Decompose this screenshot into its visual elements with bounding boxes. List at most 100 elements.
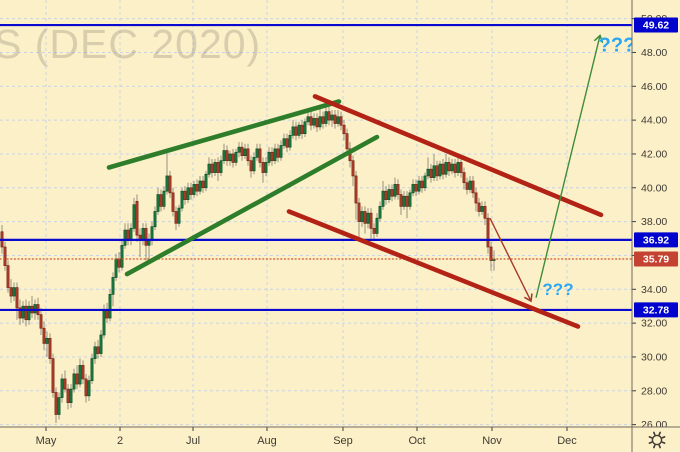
candle-body (81, 365, 85, 380)
candle-body (420, 180, 424, 189)
current-price-label: 35.79 (634, 251, 678, 267)
candle-body (129, 228, 133, 241)
candle-body (213, 162, 217, 173)
candle (372, 223, 376, 240)
candle (210, 159, 214, 178)
candle-body (276, 148, 280, 158)
candle (222, 143, 226, 165)
candle (81, 360, 85, 385)
candle-body (480, 206, 484, 212)
candle-body (132, 204, 136, 229)
candle-body (168, 175, 172, 194)
trend-line-red-channel-lower[interactable] (286, 209, 581, 329)
candle-body (57, 397, 61, 415)
candle-body (75, 373, 79, 385)
candle-body (303, 121, 307, 134)
price-level-label-text: 49.62 (643, 20, 669, 32)
candle-body (432, 165, 436, 178)
y-axis-label: 42.00 (641, 148, 667, 160)
candle (3, 241, 7, 271)
candle-body (363, 211, 367, 224)
candle-body (108, 294, 112, 319)
candle-body (186, 187, 190, 200)
candle (108, 289, 112, 322)
candle-body (33, 304, 37, 314)
y-axis-label: 28.00 (641, 385, 667, 397)
candle-body (165, 175, 169, 192)
candle-body (21, 305, 25, 319)
candle (246, 143, 250, 166)
candle-body (288, 134, 292, 148)
chart-settings-button[interactable] (648, 431, 666, 449)
candle (204, 170, 208, 192)
candle-body (309, 116, 313, 126)
candle (459, 157, 463, 178)
candle (165, 152, 169, 195)
candle-body (123, 229, 127, 246)
candle-body (471, 180, 475, 194)
gear-icon-spoke (648, 436, 653, 439)
candle (474, 187, 478, 212)
candle-body (423, 175, 427, 189)
candle (195, 179, 199, 197)
candle (414, 179, 418, 197)
candle-body (222, 150, 226, 162)
candle-body (351, 160, 355, 177)
candle-body (159, 194, 163, 207)
candle (417, 175, 421, 195)
candle (9, 279, 13, 303)
candle (429, 164, 433, 183)
candle-body (378, 206, 382, 219)
candle (378, 201, 382, 222)
candle (405, 191, 409, 219)
candle (132, 197, 136, 232)
y-axis-label: 44.00 (641, 115, 667, 127)
candle (486, 213, 490, 254)
candle-body (450, 163, 454, 172)
candle (438, 160, 442, 180)
candle-body (477, 202, 481, 212)
candle-body (285, 138, 289, 148)
candle (471, 175, 475, 198)
candle (420, 175, 424, 193)
trend-line-green-channel-lower[interactable] (124, 134, 380, 277)
candle (267, 147, 271, 166)
candle-body (183, 190, 187, 200)
candle (12, 282, 16, 302)
candle-body (219, 160, 223, 173)
candle (360, 206, 364, 227)
candle-body (273, 148, 277, 162)
candle-body (99, 334, 103, 354)
candle (156, 187, 160, 215)
projection-up-arrow[interactable] (535, 34, 604, 298)
candle (396, 179, 400, 200)
candle (462, 167, 466, 190)
candle-body (282, 138, 286, 146)
trend-line-red-channel-upper[interactable] (312, 94, 604, 218)
candle (213, 159, 217, 176)
candle-body (3, 246, 7, 266)
candle-body (141, 228, 145, 241)
price-axis[interactable] (632, 0, 680, 452)
candle (63, 370, 67, 393)
trend-line-green-channel-upper[interactable] (106, 99, 342, 170)
projection-down-arrow[interactable] (489, 217, 533, 303)
candle-body (429, 168, 433, 178)
candle-body (156, 194, 160, 212)
candle (327, 106, 331, 126)
candle-body (357, 202, 361, 222)
candle (273, 143, 277, 165)
candle (21, 301, 25, 324)
time-axis[interactable] (0, 427, 680, 452)
candle (60, 373, 64, 403)
candle (285, 133, 289, 153)
candle-body (372, 228, 376, 234)
candle (276, 143, 280, 163)
candle (54, 387, 58, 423)
candle-body (117, 258, 121, 268)
question-marks-annotation[interactable]: ??? (542, 280, 573, 299)
question-marks-annotation[interactable]: ??? (599, 35, 636, 57)
candle-body (69, 388, 73, 403)
